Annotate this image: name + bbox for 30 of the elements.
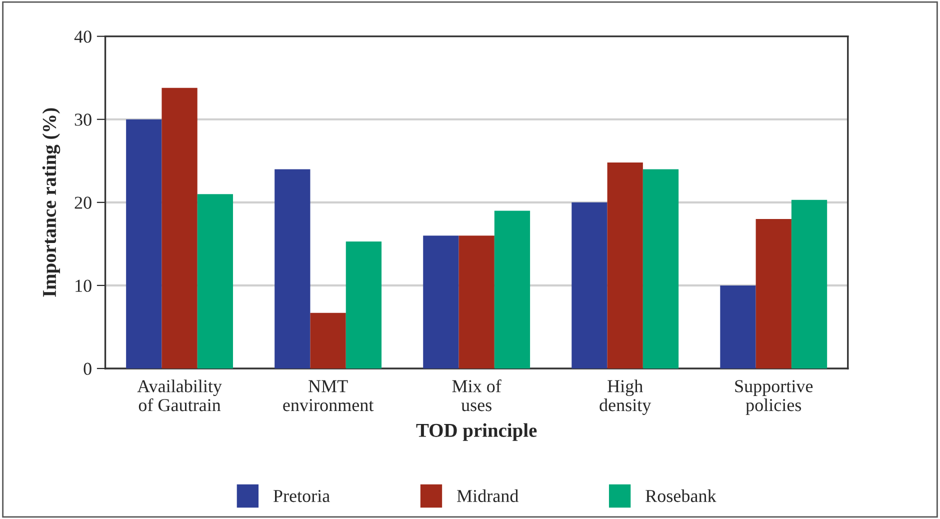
x-tick-label: Supportive policies [735,380,813,415]
bar [310,312,346,368]
y-tick-label: 30 [74,114,92,126]
x-tick-label: Mix of uses [452,379,502,412]
y-axis-title: Importance rating (%) [42,108,60,297]
bar [458,236,494,368]
x-axis-title: TOD principle [416,423,537,441]
bar [791,200,828,368]
bar [197,194,234,368]
y-tick-label: 10 [76,280,92,292]
bar [126,119,162,368]
x-tick-label: NMT environment [283,380,374,412]
bar [642,169,679,368]
bar [494,210,530,368]
x-tick-label: Availability of Gautrain [137,380,222,412]
bar [162,88,198,368]
bar [346,241,382,368]
legend-label: Rosebank [646,489,716,502]
y-tick-label: 0 [84,362,92,375]
legend-label: Pretoria [273,490,330,502]
legend-label: Midrand [457,489,518,502]
y-tick-label: 20 [74,196,92,209]
bar [274,169,310,368]
x-tick-label: High density [600,380,652,415]
bar [572,202,608,368]
bar [607,162,643,368]
bar [423,236,459,368]
bar [720,285,756,368]
y-tick-label: 40 [74,30,92,43]
bar [756,219,792,368]
